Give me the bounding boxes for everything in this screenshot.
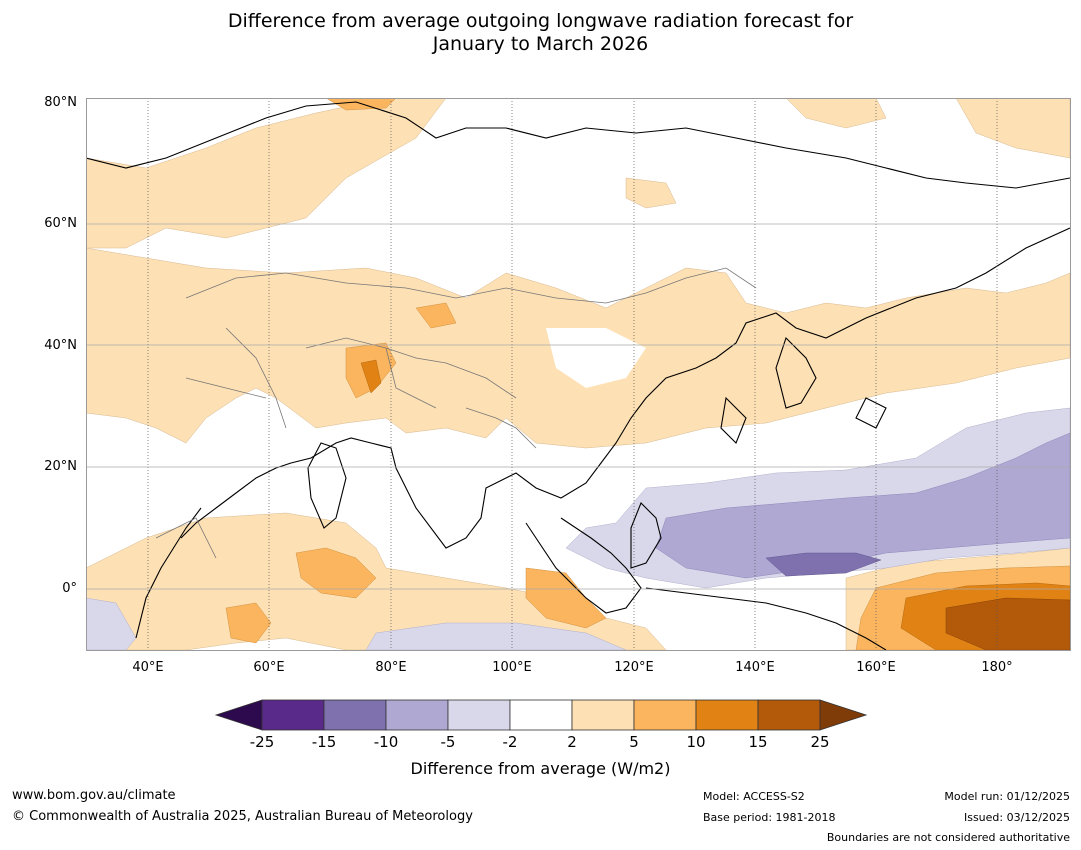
colorbar-tick-25: 25 (810, 733, 830, 751)
lat-label-80n: 80°N (44, 95, 77, 110)
footer-url[interactable]: www.bom.gov.au/climate (12, 788, 176, 803)
lon-label-40e: 40°E (132, 660, 164, 675)
colorbar-title: Difference from average (W/m2) (410, 759, 671, 778)
negative-anomaly-strong (765, 552, 882, 577)
footer-model-run: Model run: 01/12/2025 (944, 790, 1070, 803)
lat-label-40n: 40°N (44, 338, 77, 353)
lon-label-160e: 160°E (856, 660, 896, 675)
borders (155, 267, 757, 559)
colorbar-bin-2 (323, 699, 387, 731)
colorbar-tick-10: 10 (686, 733, 706, 751)
colorbar-tick-minus-15: -15 (311, 733, 337, 751)
positive-anomaly-very-strong (945, 597, 1070, 650)
colorbar-tick-minus-5: -5 (440, 733, 456, 751)
colorbar-bin-3 (385, 699, 449, 731)
chart-title: Difference from average outgoing longwav… (0, 10, 1081, 56)
lon-label-80e: 80°E (375, 660, 407, 675)
colorbar-tick-minus-25: -25 (249, 733, 275, 751)
footer-issued: Issued: 03/12/2025 (963, 811, 1070, 824)
footer-model: Model: ACCESS-S2 (703, 790, 805, 803)
footer-disclaimer: Boundaries are not considered authoritat… (826, 831, 1070, 844)
lat-label-0: 0° (62, 581, 77, 596)
title-line-2: January to March 2026 (432, 33, 649, 55)
latitude-lines (86, 223, 1070, 590)
colorbar-bin-4 (447, 699, 511, 731)
lon-label-120e: 120°E (614, 660, 654, 675)
colorbar-bin-7 (633, 699, 697, 731)
lat-label-60n: 60°N (44, 216, 77, 231)
lat-label-20n: 20°N (44, 459, 77, 474)
coastlines (86, 101, 1070, 650)
colorbar-tick-5: 5 (629, 733, 639, 751)
colorbar-bin-9 (757, 699, 821, 731)
lon-label-140e: 140°E (735, 660, 775, 675)
colorbar-extend-min (214, 699, 263, 731)
footer-copyright: © Commonwealth of Australia 2025, Austra… (12, 809, 473, 824)
anomaly-map (86, 98, 1070, 650)
colorbar-tick-minus-2: -2 (502, 733, 518, 751)
lon-label-180: 180° (981, 660, 1013, 675)
colorbar-tick-minus-10: -10 (373, 733, 399, 751)
colorbar-bin-8 (695, 699, 759, 731)
title-line-1: Difference from average outgoing longwav… (227, 10, 854, 32)
negative-anomaly-moderate (655, 432, 1070, 579)
map-canvas (86, 98, 1070, 650)
footer-base-period: Base period: 1981-2018 (703, 811, 836, 824)
colorbar-tick-2: 2 (567, 733, 577, 751)
colorbar-bin-6 (571, 699, 635, 731)
colorbar-extend-max (819, 699, 868, 731)
graticule (147, 98, 998, 650)
lon-label-60e: 60°E (253, 660, 285, 675)
colorbar-bin-1 (261, 699, 325, 731)
colorbar (214, 699, 868, 731)
colorbar-bin-5 (509, 699, 573, 731)
colorbar-tick-15: 15 (748, 733, 768, 751)
lon-label-100e: 100°E (492, 660, 532, 675)
